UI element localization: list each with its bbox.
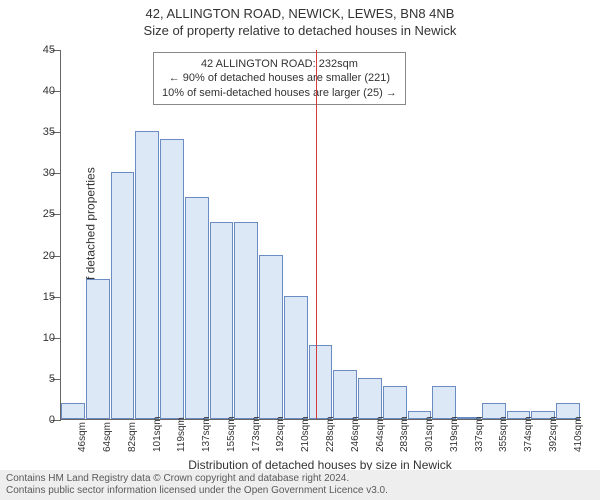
x-tick-label: 392sqm — [548, 416, 559, 452]
x-tick-label: 264sqm — [375, 416, 386, 452]
x-tick-label: 228sqm — [325, 416, 336, 452]
histogram-bar — [160, 139, 184, 419]
histogram-bar — [259, 255, 283, 419]
y-tick-label: 35 — [27, 126, 55, 138]
y-tick-label: 15 — [27, 291, 55, 303]
x-tick-label: 192sqm — [275, 416, 286, 452]
x-tick-label: 319sqm — [449, 416, 460, 452]
histogram-bar — [86, 279, 110, 419]
footer-line2: Contains public sector information licen… — [6, 485, 594, 497]
histogram-bar — [432, 386, 456, 419]
x-tick-label: 337sqm — [474, 416, 485, 452]
y-tick-label: 30 — [27, 167, 55, 179]
x-tick-label: 137sqm — [201, 416, 212, 452]
y-tick-label: 25 — [27, 208, 55, 220]
histogram-bar — [111, 172, 135, 419]
x-tick-label: 374sqm — [523, 416, 534, 452]
x-tick-label: 82sqm — [127, 422, 138, 452]
x-tick-label: 246sqm — [350, 416, 361, 452]
annotation-line1: 42 ALLINGTON ROAD: 232sqm — [162, 57, 397, 71]
title-block: 42, ALLINGTON ROAD, NEWICK, LEWES, BN8 4… — [0, 0, 600, 38]
histogram-bar — [61, 403, 85, 419]
footer-line1: Contains HM Land Registry data © Crown c… — [6, 473, 594, 485]
histogram-bar — [358, 378, 382, 419]
histogram-bar — [210, 222, 234, 419]
y-tick-label: 20 — [27, 250, 55, 262]
chart-title-address: 42, ALLINGTON ROAD, NEWICK, LEWES, BN8 4… — [0, 6, 600, 21]
histogram-bar — [309, 345, 333, 419]
x-tick-label: 155sqm — [226, 416, 237, 452]
histogram-bar — [234, 222, 258, 419]
x-tick-label: 46sqm — [77, 422, 88, 452]
x-tick-label: 410sqm — [573, 416, 584, 452]
histogram-bar — [185, 197, 209, 419]
annotation-line2: ← 90% of detached houses are smaller (22… — [162, 71, 397, 85]
x-tick-label: 173sqm — [251, 416, 262, 452]
y-tick-label: 45 — [27, 44, 55, 56]
y-tick-label: 40 — [27, 85, 55, 97]
histogram-bar — [383, 386, 407, 419]
x-tick-label: 355sqm — [498, 416, 509, 452]
histogram-bar — [284, 296, 308, 419]
x-tick-label: 301sqm — [424, 416, 435, 452]
x-tick-label: 210sqm — [300, 416, 311, 452]
x-tick-label: 101sqm — [152, 416, 163, 452]
annotation-box: 42 ALLINGTON ROAD: 232sqm ← 90% of detac… — [153, 52, 406, 105]
chart-container: 42, ALLINGTON ROAD, NEWICK, LEWES, BN8 4… — [0, 0, 600, 500]
y-tick-label: 0 — [27, 414, 55, 426]
y-tick-label: 5 — [27, 373, 55, 385]
x-tick-label: 64sqm — [102, 422, 113, 452]
y-tick-label: 10 — [27, 332, 55, 344]
histogram-bar — [135, 131, 159, 419]
annotation-line3: 10% of semi-detached houses are larger (… — [162, 86, 397, 100]
property-marker-line — [316, 50, 317, 419]
plot-area: 42 ALLINGTON ROAD: 232sqm ← 90% of detac… — [60, 50, 580, 420]
x-tick-label: 283sqm — [399, 416, 410, 452]
chart-subtitle: Size of property relative to detached ho… — [0, 23, 600, 38]
footer: Contains HM Land Registry data © Crown c… — [0, 470, 600, 500]
histogram-bar — [333, 370, 357, 419]
x-tick-label: 119sqm — [176, 417, 187, 452]
